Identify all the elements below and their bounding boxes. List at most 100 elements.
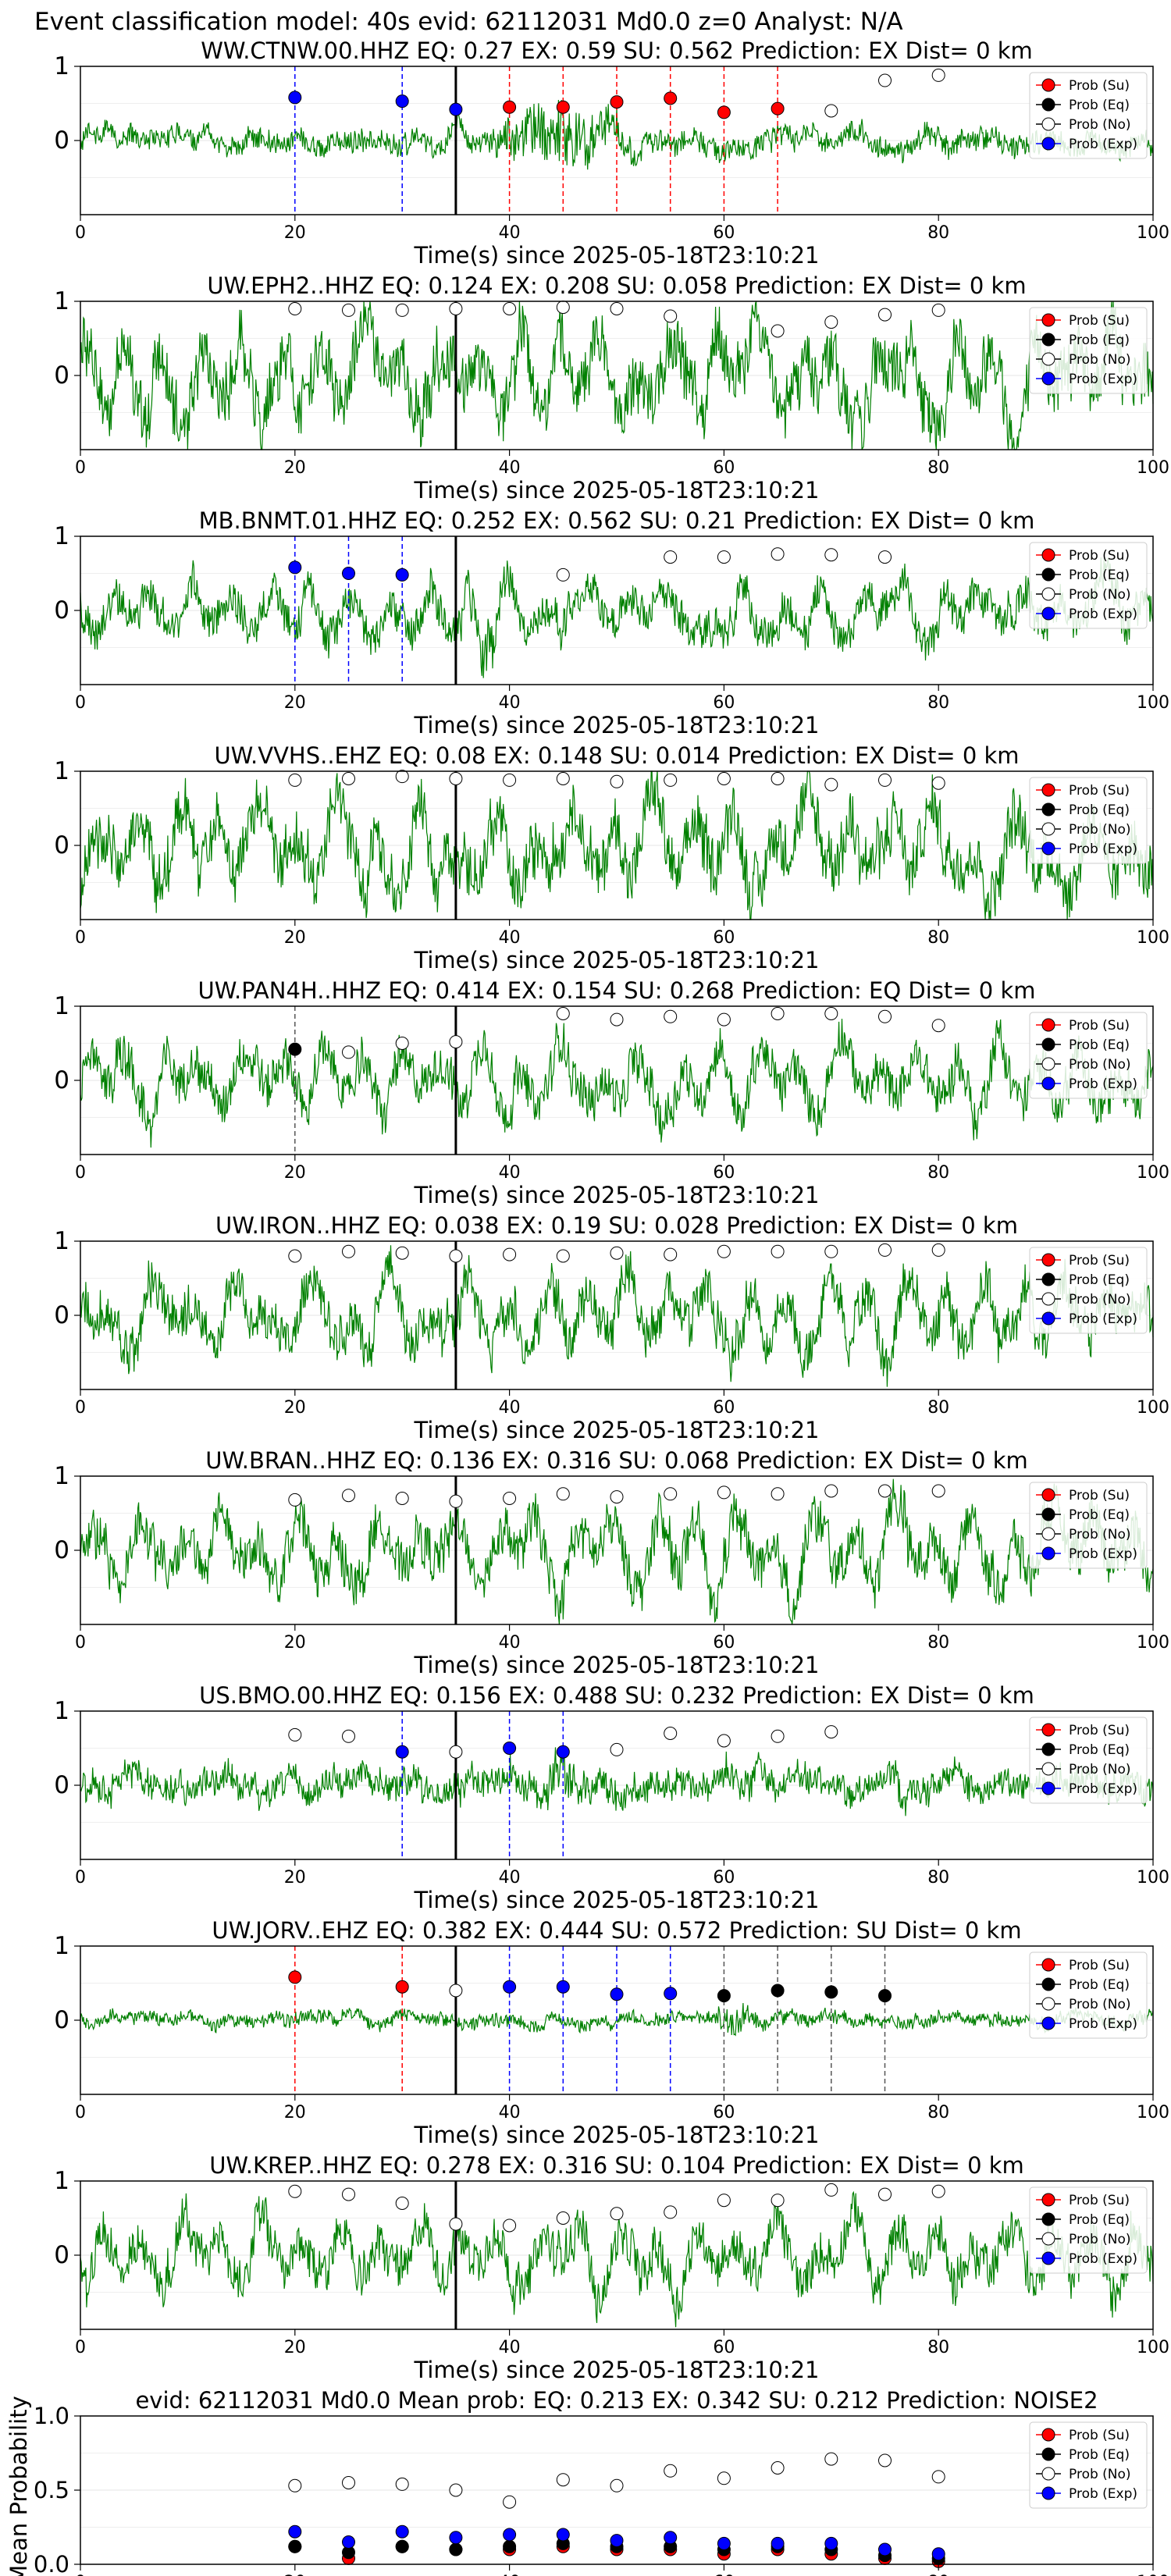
panel-5: UW.PAN4H..HHZ EQ: 0.414 EX: 0.154 SU: 0.… bbox=[54, 977, 1169, 1208]
legend-marker bbox=[1041, 1507, 1055, 1521]
mean-prob-marker-eq bbox=[503, 2539, 517, 2553]
legend-label-exp: Prob (Exp) bbox=[1069, 1781, 1137, 1797]
legend-marker bbox=[1041, 568, 1055, 582]
prob-marker-su bbox=[664, 91, 678, 105]
prob-marker-no bbox=[342, 303, 355, 317]
prob-marker-no bbox=[342, 772, 355, 785]
mean-prob-marker-exp bbox=[878, 2542, 892, 2556]
prob-marker-no bbox=[342, 1729, 355, 1743]
prob-marker-no bbox=[878, 308, 892, 322]
legend-marker bbox=[1041, 1018, 1055, 1032]
x-tick-label: 20 bbox=[284, 928, 306, 948]
figure-title: Event classification model: 40s evid: 62… bbox=[34, 8, 903, 36]
mean-prob-marker-exp bbox=[664, 2531, 678, 2545]
legend-marker bbox=[1041, 1253, 1055, 1267]
panel-title: WW.CTNW.00.HHZ EQ: 0.27 EX: 0.59 SU: 0.5… bbox=[201, 37, 1033, 64]
mean-prob-marker-no bbox=[824, 2452, 838, 2466]
x-tick-label: 40 bbox=[499, 2338, 521, 2357]
legend-label-eq: Prob (Eq) bbox=[1069, 2212, 1130, 2228]
y-tick-label: 1 bbox=[54, 522, 69, 550]
panel-title: UW.EPH2..HHZ EQ: 0.124 EX: 0.208 SU: 0.0… bbox=[207, 272, 1026, 299]
x-tick-label: 40 bbox=[499, 458, 521, 478]
prob-marker-no bbox=[664, 309, 678, 323]
prob-marker-no bbox=[449, 2217, 463, 2231]
prob-marker-no bbox=[556, 301, 570, 315]
prob-marker-no bbox=[610, 1012, 624, 1026]
mean-prob-marker-exp bbox=[717, 2536, 731, 2550]
legend-label-no: Prob (No) bbox=[1069, 1997, 1131, 2012]
mean-prob-marker-no bbox=[664, 2464, 678, 2478]
prob-marker-no bbox=[931, 2184, 945, 2198]
legend-marker bbox=[1041, 333, 1055, 347]
prob-marker-no bbox=[878, 1243, 892, 1257]
x-tick-label: 0 bbox=[75, 1398, 86, 1418]
y-tick-label: 1.0 bbox=[34, 2403, 69, 2429]
prob-marker-no bbox=[931, 1019, 945, 1033]
legend-box bbox=[1029, 777, 1148, 864]
mean-prob-marker-exp bbox=[503, 2528, 517, 2542]
x-tick-label: 80 bbox=[927, 1868, 949, 1888]
prob-marker-no bbox=[931, 776, 945, 790]
legend-box bbox=[1029, 2421, 1148, 2509]
prob-marker-no bbox=[610, 1490, 624, 1504]
legend-marker bbox=[1041, 1292, 1055, 1306]
x-tick-label: 80 bbox=[927, 928, 949, 948]
y-tick-label: 0 bbox=[54, 1536, 69, 1564]
panel-title: UW.PAN4H..HHZ EQ: 0.414 EX: 0.154 SU: 0.… bbox=[198, 977, 1035, 1004]
legend-label-su: Prob (Su) bbox=[1069, 1723, 1130, 1738]
x-tick-label: 40 bbox=[499, 1633, 521, 1653]
legend-marker bbox=[1041, 2447, 1055, 2461]
prob-marker-su bbox=[288, 1970, 302, 1984]
prob-marker-no bbox=[556, 1249, 570, 1263]
prob-marker-no bbox=[771, 324, 785, 338]
waveform-trace bbox=[80, 557, 1154, 678]
x-tick-label: 0 bbox=[75, 693, 86, 713]
prob-marker-no bbox=[878, 2187, 892, 2201]
panel-4: UW.VVHS..EHZ EQ: 0.08 EX: 0.148 SU: 0.01… bbox=[54, 742, 1169, 973]
prob-marker-no bbox=[449, 1035, 463, 1049]
panel-11: evid: 62112031 Md0.0 Mean prob: EQ: 0.21… bbox=[5, 2387, 1169, 2576]
legend-label-su: Prob (Su) bbox=[1069, 1958, 1130, 1973]
prob-marker-no bbox=[503, 1247, 517, 1261]
prob-marker-no bbox=[449, 1745, 463, 1759]
mean-prob-marker-no bbox=[717, 2471, 731, 2485]
x-tick-label: 80 bbox=[927, 1398, 949, 1418]
legend-marker bbox=[1041, 548, 1055, 562]
legend-box bbox=[1029, 2186, 1148, 2274]
legend-marker bbox=[1041, 1488, 1055, 1502]
waveform-trace bbox=[80, 1478, 1154, 1625]
legend-marker bbox=[1041, 822, 1055, 836]
y-tick-label: 1 bbox=[54, 992, 69, 1020]
x-tick-label: 0 bbox=[75, 2338, 86, 2357]
mean-prob-marker-no bbox=[288, 2478, 302, 2492]
prob-marker-no bbox=[878, 773, 892, 787]
legend-label-eq: Prob (Eq) bbox=[1069, 1977, 1130, 1993]
prob-marker-no bbox=[449, 1984, 463, 1998]
legend-box bbox=[1029, 72, 1148, 159]
prob-marker-no bbox=[503, 302, 517, 315]
y-tick-label: 0 bbox=[54, 2241, 69, 2269]
legend-marker bbox=[1041, 1311, 1055, 1325]
prob-marker-no bbox=[449, 772, 463, 785]
legend-label-su: Prob (Su) bbox=[1069, 1253, 1130, 1268]
prob-marker-no bbox=[288, 1727, 302, 1742]
x-axis-label: Time(s) since 2025-05-18T23:10:21 bbox=[414, 477, 820, 503]
prob-marker-no bbox=[342, 1045, 355, 1059]
legend-label-eq: Prob (Eq) bbox=[1069, 1272, 1130, 1288]
legend-marker bbox=[1041, 2212, 1055, 2226]
panel-2: UW.EPH2..HHZ EQ: 0.124 EX: 0.208 SU: 0.0… bbox=[54, 272, 1169, 503]
legend-marker bbox=[1041, 1762, 1055, 1776]
legend-label-su: Prob (Su) bbox=[1069, 2193, 1130, 2208]
x-tick-label: 100 bbox=[1137, 2103, 1169, 2122]
legend-marker bbox=[1041, 607, 1055, 621]
legend-box bbox=[1029, 1482, 1148, 1569]
x-tick-label: 20 bbox=[284, 223, 306, 243]
legend-marker bbox=[1041, 783, 1055, 797]
prob-marker-no bbox=[342, 1489, 355, 1503]
prob-marker-no bbox=[503, 1492, 517, 1505]
panel-title: UW.BRAN..HHZ EQ: 0.136 EX: 0.316 SU: 0.0… bbox=[205, 1447, 1028, 1474]
x-axis-label: Time(s) since 2025-05-18T23:10:21 bbox=[414, 1182, 820, 1208]
mean-prob-marker-exp bbox=[449, 2531, 463, 2545]
x-tick-label: 20 bbox=[284, 1398, 306, 1418]
prob-marker-no bbox=[288, 1249, 302, 1263]
